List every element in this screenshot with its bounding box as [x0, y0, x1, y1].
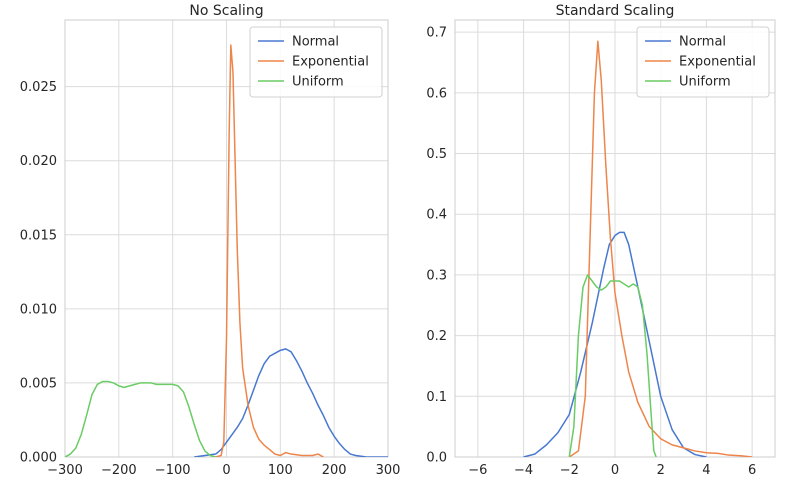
x-tick-label: 200 [322, 463, 347, 478]
legend-label: Exponential [292, 55, 369, 70]
chart-panel-2: −6 −4 −2 0 2 4 6 0.0 0.1 0.2 0.3 0.4 0.5 0.6 0.7 Standa… [426, 3, 776, 478]
legend: Normal Exponential Uniform [636, 26, 770, 98]
series-line-exponential [568, 40, 753, 457]
x-tick-label: 300 [376, 463, 401, 478]
x-tick-label: −2 [560, 463, 579, 478]
legend-box [636, 26, 770, 98]
x-tick-label: −200 [101, 463, 137, 478]
y-tick-label: 0.7 [426, 26, 447, 41]
y-tick-label: 0.010 [20, 302, 57, 317]
y-tick-label: 0.3 [426, 268, 447, 283]
x-tick-label: 0 [611, 463, 619, 478]
plot-frame [64, 19, 389, 458]
chart-title: Standard Scaling [556, 3, 675, 19]
x-tick-label: −6 [468, 463, 487, 478]
legend-label: Uniform [292, 75, 344, 90]
series-line-normal [194, 348, 388, 457]
x-tick-label: −300 [47, 463, 83, 478]
legend-label: Normal [679, 35, 726, 50]
chart-panel-1: −300 −200 −100 0 100 200 300 0.000 0.005 0.010 0.0… [20, 3, 401, 478]
y-tick-label: 0.6 [426, 86, 447, 101]
x-tick-label: 4 [702, 463, 710, 478]
x-tick-label: −4 [514, 463, 533, 478]
legend: Normal Exponential Uniform [249, 26, 383, 98]
x-tick-label: 0 [222, 463, 230, 478]
y-tick-label: 0.5 [426, 147, 447, 162]
chart-title: No Scaling [189, 3, 263, 19]
y-tick-label: 0.0 [426, 451, 447, 466]
y-tick-label: 0.2 [426, 329, 447, 344]
plot-frame [454, 19, 776, 458]
x-tick-label: 6 [748, 463, 756, 478]
series-line-normal [523, 231, 707, 457]
y-tick-label: 0.005 [20, 376, 57, 391]
series-line-exponential [215, 44, 324, 457]
x-tick-label: −100 [155, 463, 191, 478]
legend-box [249, 26, 383, 98]
y-tick-label: 0.015 [20, 228, 57, 243]
legend-label: Normal [292, 35, 339, 50]
y-tick-label: 0.4 [426, 208, 447, 223]
y-tick-label: 0.025 [20, 80, 57, 95]
x-tick-label: 2 [657, 463, 665, 478]
y-tick-label: 0.000 [20, 451, 57, 466]
x-tick-label: 100 [268, 463, 293, 478]
legend-label: Uniform [679, 75, 731, 90]
series-line-uniform [568, 274, 657, 457]
y-tick-label: 0.020 [20, 154, 57, 169]
legend-label: Exponential [679, 55, 756, 70]
y-tick-label: 0.1 [426, 390, 447, 405]
series-line-uniform [65, 380, 216, 457]
